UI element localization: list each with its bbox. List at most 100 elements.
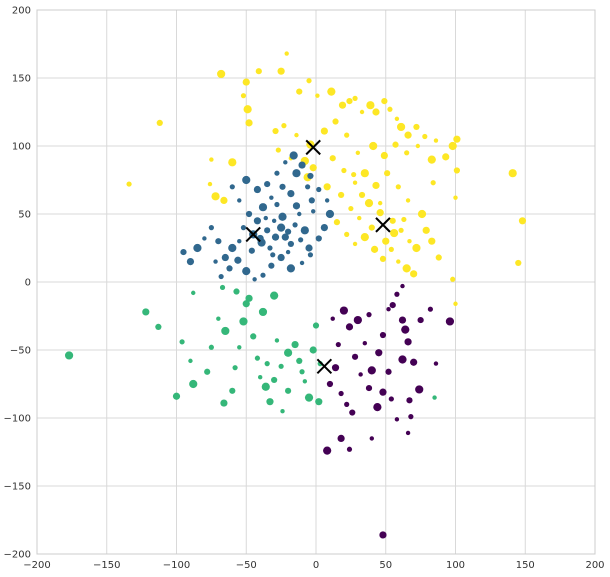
data-point [352, 241, 358, 247]
data-point [280, 409, 285, 414]
data-point [398, 355, 407, 364]
data-point [202, 236, 207, 241]
y-tick-label: −150 [4, 482, 31, 493]
plot-frame [36, 9, 596, 555]
data-point [220, 196, 228, 204]
data-point [433, 361, 439, 366]
data-point [254, 355, 261, 361]
data-point [264, 180, 271, 188]
data-point [358, 372, 363, 377]
x-tick-label: 50 [379, 560, 392, 571]
data-point [304, 393, 314, 402]
data-point [333, 219, 341, 226]
data-point [405, 198, 411, 203]
data-point [277, 223, 286, 232]
data-point [404, 150, 410, 156]
data-point [327, 87, 336, 96]
data-point [410, 358, 418, 366]
centroid-x-marker [375, 217, 391, 233]
y-tick-label: −50 [10, 346, 31, 357]
centroid-x-marker [316, 358, 333, 375]
data-point [209, 157, 214, 162]
data-point [274, 170, 280, 176]
data-point [237, 198, 242, 203]
data-point [271, 218, 277, 223]
data-point [204, 368, 211, 375]
data-point [267, 245, 273, 251]
data-point [344, 401, 350, 407]
data-point [364, 199, 374, 208]
data-point [404, 338, 412, 346]
data-point [264, 227, 271, 234]
data-point [367, 366, 376, 375]
data-point [373, 403, 382, 412]
data-point [346, 98, 353, 105]
data-point [258, 375, 263, 380]
data-point [193, 243, 202, 253]
y-tick-label: 200 [12, 6, 31, 17]
centroid-markers [245, 139, 391, 375]
data-point [219, 284, 226, 291]
data-point [245, 119, 253, 127]
data-point [320, 224, 328, 232]
data-point [283, 160, 288, 165]
centroid-x-marker [245, 226, 261, 243]
data-point [271, 233, 280, 241]
data-point [239, 317, 248, 326]
data-point [278, 363, 284, 369]
data-point [395, 184, 401, 190]
data-point [142, 308, 150, 316]
centroid-stroke [245, 226, 261, 243]
data-point [329, 155, 336, 162]
data-point [398, 227, 404, 233]
data-point [372, 108, 380, 116]
data-point [396, 122, 406, 132]
x-tick-label: 150 [516, 560, 535, 571]
data-point [242, 78, 250, 86]
data-point [252, 277, 257, 282]
data-point [216, 316, 221, 321]
data-point [242, 300, 250, 308]
data-point [292, 169, 301, 178]
data-point [326, 380, 334, 388]
data-point [375, 349, 383, 357]
data-point [237, 345, 242, 350]
data-point [237, 239, 242, 244]
data-point [368, 224, 375, 231]
data-point [394, 417, 400, 422]
data-point [360, 233, 369, 242]
data-point [401, 216, 407, 223]
data-point [335, 341, 341, 348]
data-point [370, 245, 379, 253]
data-point [260, 272, 266, 278]
data-point [432, 395, 437, 400]
data-point [270, 291, 279, 300]
data-point [306, 78, 312, 84]
data-point [281, 123, 287, 129]
centroid-stroke [375, 217, 391, 233]
data-point [297, 211, 302, 217]
data-point [263, 215, 268, 221]
data-point [229, 387, 236, 394]
data-point [250, 333, 257, 340]
data-point [294, 132, 299, 138]
data-point [435, 254, 442, 261]
data-point [379, 331, 387, 339]
data-point [408, 414, 414, 420]
data-point [245, 294, 253, 302]
y-tick-label: 150 [12, 74, 31, 85]
data-point [412, 243, 421, 253]
data-point [278, 212, 287, 221]
data-point [415, 385, 424, 394]
data-point [281, 233, 289, 241]
data-point [240, 225, 247, 231]
centroid-stroke [305, 139, 321, 156]
data-point [377, 200, 383, 206]
data-point [211, 192, 220, 201]
data-point [337, 434, 345, 442]
data-point [311, 209, 316, 214]
data-point [369, 141, 378, 151]
data-point [362, 341, 368, 346]
